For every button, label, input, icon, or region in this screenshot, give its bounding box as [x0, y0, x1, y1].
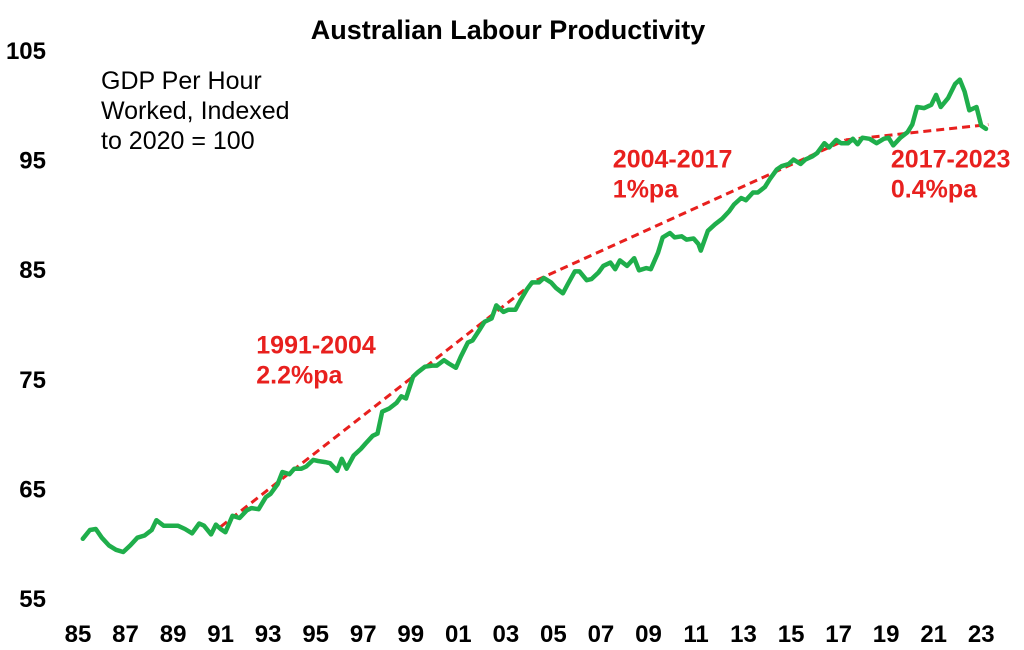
y-tick-label: 75 [19, 367, 46, 394]
x-tick-label: 13 [730, 621, 757, 648]
x-tick-label: 11 [683, 621, 708, 648]
x-tick-label: 01 [445, 621, 472, 648]
annotations: 1991-2004 2.2%pa 2004-2017 1%pa 2017-2023 0.4… [256, 145, 1010, 389]
trend-line-2004-2017 [536, 138, 847, 282]
y-tick-label: 55 [19, 586, 46, 613]
note-line-2: Worked, Indexed [101, 97, 290, 125]
x-tick-label: 21 [920, 621, 947, 648]
chart-title: Australian Labour Productivity [311, 15, 706, 45]
y-tick-label: 95 [19, 148, 46, 175]
annotation-1991-2004: 1991-2004 2.2%pa [256, 332, 376, 390]
x-tick-label: 09 [635, 621, 662, 648]
x-tick-label: 85 [65, 621, 92, 648]
x-tick-label: 87 [112, 621, 139, 648]
trend-lines [219, 123, 989, 528]
annotation-2017-2023: 2017-2023 0.4%pa [891, 145, 1011, 203]
x-tick-label: 05 [540, 621, 567, 648]
x-axis: 85 87 89 91 93 95 97 99 01 03 05 07 09 11 13 15 17 19 21 23 [65, 621, 995, 648]
annotation-line: 1%pa [613, 175, 679, 203]
x-tick-label: 89 [160, 621, 187, 648]
note-line-1: GDP Per Hour [101, 67, 262, 95]
trend-line-2017-2023 [845, 123, 989, 142]
x-tick-label: 99 [397, 621, 424, 648]
annotation-line: 0.4%pa [891, 175, 978, 203]
chart-note: GDP Per Hour Worked, Indexed to 2020 = 1… [101, 67, 290, 155]
x-tick-label: 07 [588, 621, 615, 648]
annotation-line: 2017-2023 [891, 145, 1011, 173]
x-tick-label: 97 [350, 621, 377, 648]
x-tick-label: 15 [778, 621, 805, 648]
annotation-line: 2.2%pa [256, 362, 343, 390]
series-layer [80, 77, 989, 555]
series-line-0 [80, 77, 989, 555]
x-tick-label: 17 [825, 621, 852, 648]
x-tick-label: 95 [302, 621, 329, 648]
y-tick-label: 105 [6, 38, 46, 65]
x-tick-label: 23 [968, 621, 995, 648]
y-tick-label: 65 [19, 476, 46, 503]
annotation-line: 1991-2004 [256, 332, 376, 360]
x-tick-label: 93 [255, 621, 282, 648]
x-tick-label: 03 [492, 621, 519, 648]
annotation-2004-2017: 2004-2017 1%pa [613, 145, 733, 203]
note-line-3: to 2020 = 100 [101, 127, 255, 155]
trend-line-1991-2004 [219, 278, 538, 528]
x-tick-label: 19 [873, 621, 900, 648]
annotation-line: 2004-2017 [613, 145, 733, 173]
y-axis: 55 65 75 85 95 105 [6, 38, 46, 613]
y-tick-label: 85 [19, 257, 46, 284]
x-tick-label: 91 [207, 621, 234, 648]
